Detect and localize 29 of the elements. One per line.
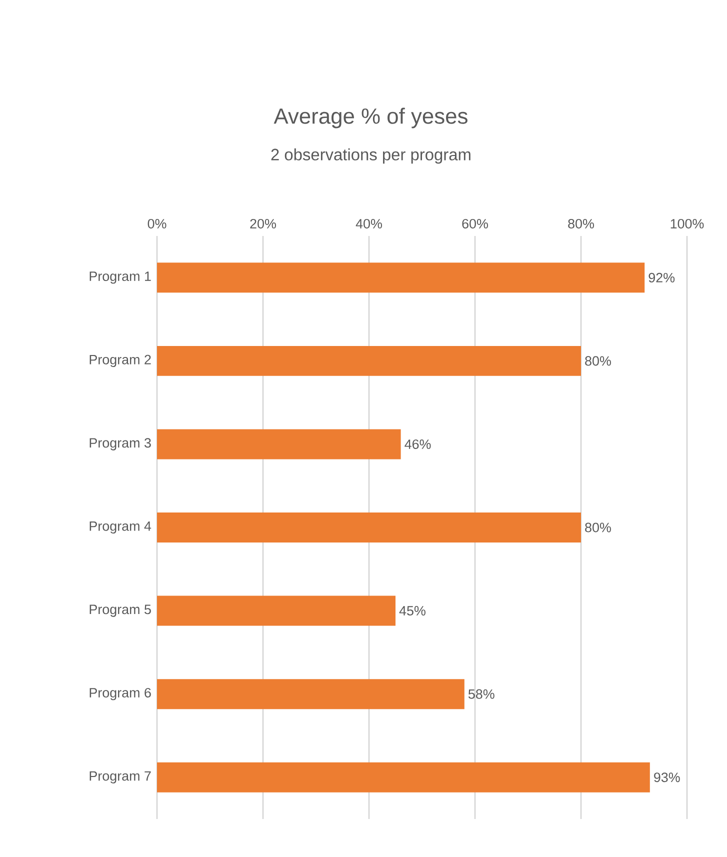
bar	[157, 596, 396, 626]
data-label: 93%	[654, 772, 680, 782]
chart-title: Average % of yeses	[274, 108, 468, 128]
y-tick-label: Program 5	[90, 604, 151, 617]
y-tick-label: Program 1	[90, 272, 151, 284]
data-label: 58%	[468, 689, 494, 699]
data-label: 92%	[648, 272, 675, 282]
x-tick-label: 80%	[568, 218, 594, 228]
x-tick-label: 0%	[148, 218, 166, 228]
chart-subtitle: 2 observations per program	[271, 148, 470, 164]
x-tick-label: 20%	[250, 218, 276, 228]
data-label: 46%	[404, 439, 431, 449]
bar	[157, 512, 582, 542]
data-label: 80%	[585, 356, 611, 366]
x-tick-label: 40%	[356, 218, 382, 228]
bar	[157, 262, 645, 293]
bar	[157, 762, 650, 792]
bar	[157, 346, 582, 376]
y-tick-label: Program 6	[90, 688, 151, 700]
data-label: 45%	[399, 606, 426, 616]
bar	[157, 429, 401, 460]
x-tick-label: 100%	[670, 218, 704, 228]
bar	[157, 679, 464, 710]
y-tick-label: Program 3	[90, 438, 151, 450]
x-tick-label: 60%	[462, 218, 488, 228]
y-tick-label: Program 7	[90, 771, 151, 784]
data-label: 80%	[585, 522, 611, 532]
y-tick-label: Program 4	[90, 521, 152, 534]
y-tick-label: Program 2	[90, 354, 151, 368]
